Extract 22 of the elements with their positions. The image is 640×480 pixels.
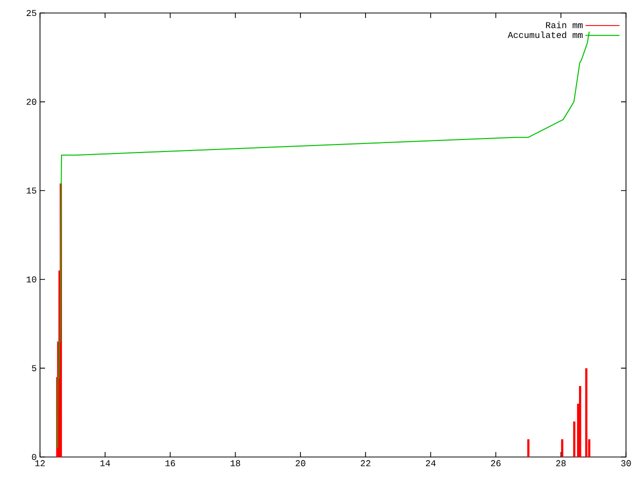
x-tick-label: 22: [360, 460, 370, 466]
y-tick-label: 5: [32, 365, 36, 372]
x-tick-label: 26: [491, 460, 501, 466]
bar: [527, 439, 530, 457]
x-tick-label: 16: [165, 460, 176, 466]
x-tick-label: 18: [230, 460, 240, 466]
x-tick-label: 20: [296, 460, 306, 466]
legend-label: Rain mm: [546, 22, 583, 28]
x-tick-label: 28: [556, 460, 566, 466]
x-tick-label: 24: [426, 460, 436, 466]
y-tick-label: 10: [26, 276, 36, 282]
x-tick-label: 30: [621, 460, 631, 466]
bar: [579, 386, 582, 457]
y-tick-label: 15: [26, 188, 36, 194]
y-tick-label: 20: [26, 98, 36, 105]
y-tick-label: 0: [32, 454, 36, 460]
bar: [585, 368, 588, 457]
legend-label: Accumulated mm: [508, 31, 583, 38]
bar: [561, 439, 564, 457]
y-tick-label: 25: [26, 10, 36, 16]
x-tick-label: 14: [100, 460, 110, 466]
x-tick-label: 12: [35, 460, 45, 466]
